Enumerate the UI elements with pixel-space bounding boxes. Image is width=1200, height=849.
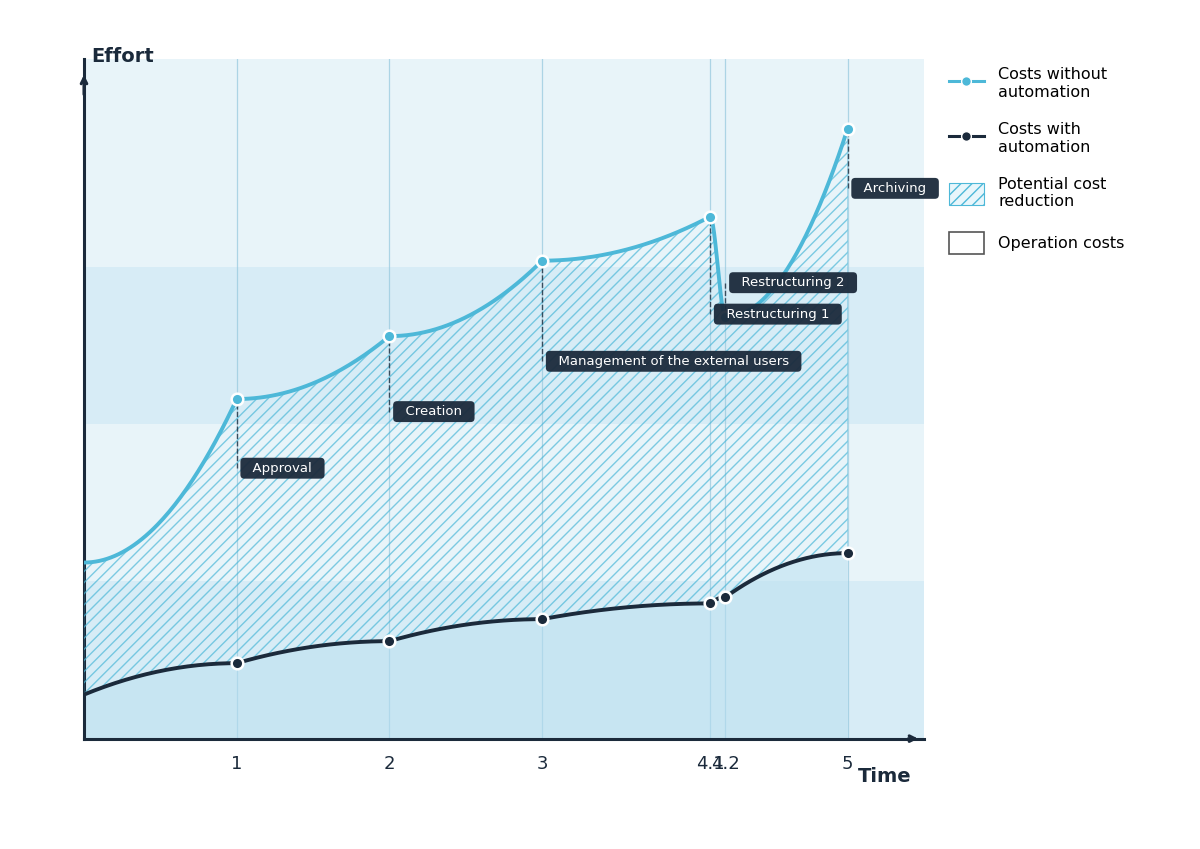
Bar	[84, 582, 924, 739]
Text: Restructuring 1: Restructuring 1	[718, 307, 838, 321]
Text: Approval: Approval	[245, 462, 320, 475]
Point	[380, 329, 400, 343]
Point	[533, 254, 552, 267]
Point	[716, 590, 736, 604]
Point	[227, 392, 246, 406]
Point	[701, 597, 720, 610]
Text: Creation: Creation	[397, 405, 470, 418]
Legend: Costs without
automation, Costs with
automation, Potential cost
reduction, Opera: Costs without automation, Costs with aut…	[949, 67, 1124, 255]
Point	[716, 311, 736, 324]
Point	[380, 634, 400, 648]
Text: Time: Time	[858, 767, 912, 786]
Bar	[84, 424, 924, 582]
Point	[701, 210, 720, 223]
Point	[838, 121, 857, 135]
Point	[227, 656, 246, 670]
Point	[533, 612, 552, 626]
Point	[838, 546, 857, 559]
Text: Management of the external users: Management of the external users	[550, 355, 798, 368]
Text: Restructuring 2: Restructuring 2	[733, 276, 853, 290]
Bar	[84, 59, 924, 267]
Text: Archiving: Archiving	[856, 182, 935, 195]
Bar	[84, 267, 924, 424]
Text: Effort: Effort	[91, 47, 155, 65]
